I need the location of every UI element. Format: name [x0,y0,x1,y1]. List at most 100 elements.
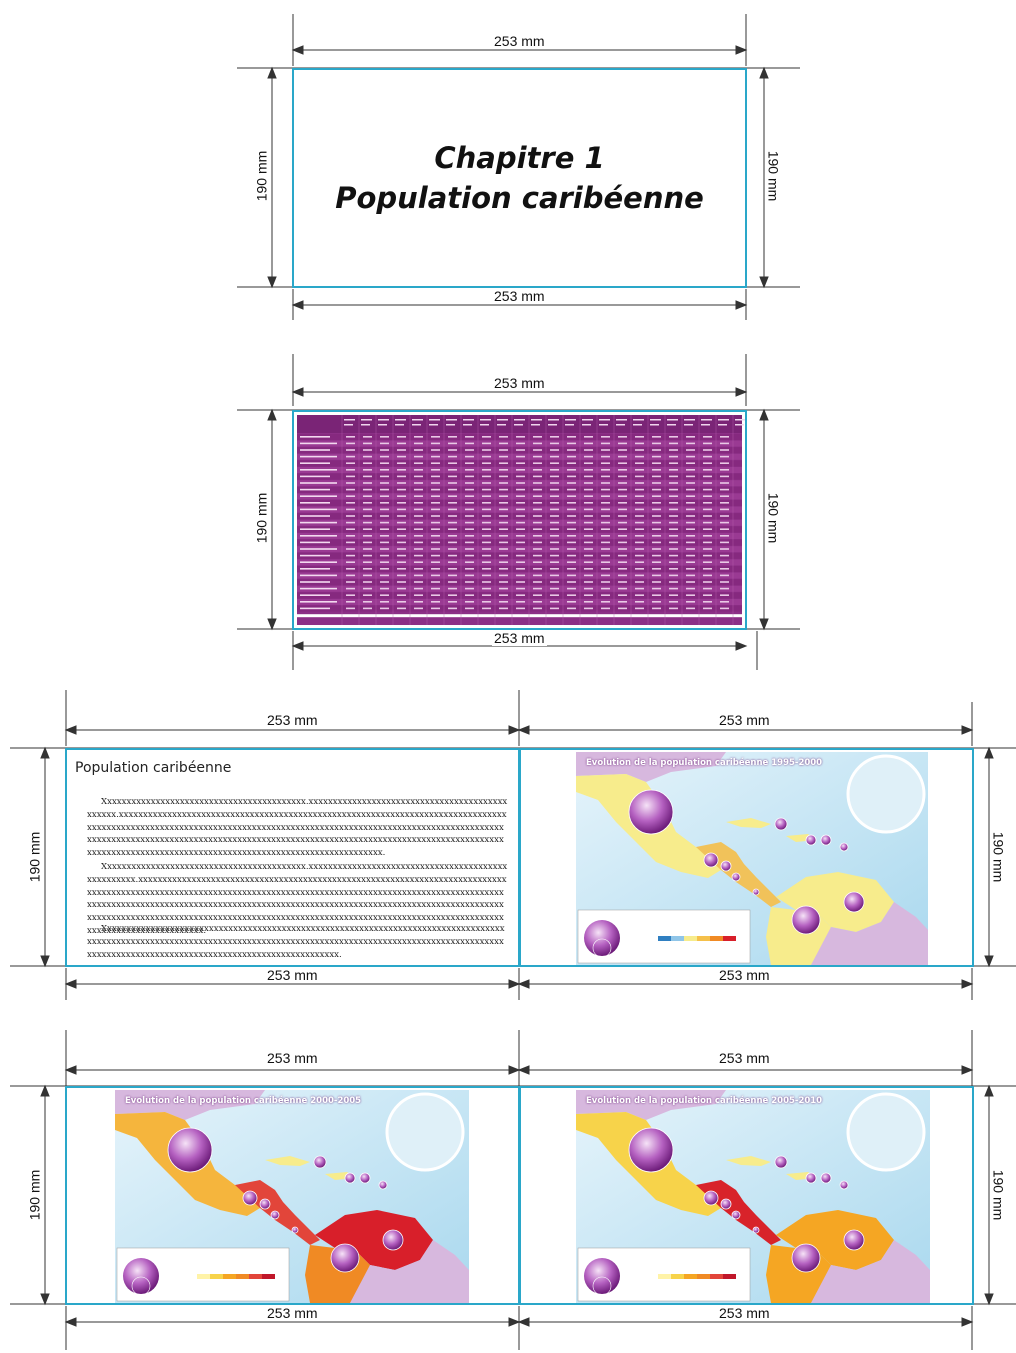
table-cell [567,574,576,577]
table-cell [499,587,508,590]
table-cell [465,515,474,517]
table-cell [346,607,355,610]
table-cell [703,535,712,537]
table-cell [601,574,610,577]
table-header-cell [599,419,610,421]
table-cell [686,455,695,458]
table-cell [601,502,610,504]
table-cell [465,475,474,478]
table-cell [550,594,559,596]
table-cell [567,554,576,557]
table-cell [465,561,474,563]
table-cell [516,581,525,583]
table-cell [550,475,559,478]
table-cell [635,521,644,524]
text-page: Population caribéenne Xxxxxxxxxxxxxxxxxx… [65,748,520,967]
table-header-cell [616,419,627,421]
table-cell [550,568,559,570]
table-cell [363,568,372,570]
table-cell [482,607,491,610]
table-cell [703,587,712,590]
table-cell [635,462,644,464]
table-cell [431,469,440,471]
table-cell [533,488,542,491]
table-header-cell [378,424,387,426]
table-cell [550,455,559,458]
table-cell [584,455,593,458]
table-cell [397,449,406,451]
table-cell [533,587,542,590]
table-cell [431,515,440,517]
table-cell [499,574,508,577]
inset-map-circle [846,1092,926,1172]
table-cell [618,521,627,524]
table-cell [397,548,406,550]
table-cell [363,554,372,557]
table-cell [584,469,593,471]
table-cell [380,594,389,596]
table-cell [550,587,559,590]
table-cell [465,607,474,610]
table-cell [669,475,678,478]
table-cell [414,508,423,511]
table-cell [482,541,491,544]
table-cell [686,502,695,504]
table-cell [618,449,627,451]
table-header-cell [429,419,440,421]
table-cell [397,442,406,445]
population-bubble [720,860,732,872]
table-cell [414,502,423,504]
table-header-cell [480,424,489,426]
height-label-right: 190 mm [765,148,782,204]
table-header-cell [497,419,508,421]
table-cell [686,561,695,563]
table-cell [363,469,372,471]
table-cell [601,607,610,610]
table-header-cell [667,419,678,421]
population-bubble [843,1229,865,1251]
table-cell [380,482,389,484]
table-cell [703,502,712,504]
population-bubble [731,872,741,882]
brazil-land [811,902,928,965]
table-cell [431,587,440,590]
population-bubble [703,1190,719,1206]
table-cell [363,495,372,497]
table-cell [431,601,440,603]
population-bubble [791,905,821,935]
table-row-label [300,568,330,570]
table-cell [601,541,610,544]
table-cell [703,482,712,484]
table-cell [635,475,644,478]
table-cell [516,442,525,445]
table-cell [635,541,644,544]
table-cell [448,581,457,583]
table-cell [584,587,593,590]
table-cell [567,442,576,445]
table-cell [584,515,593,517]
table-cell [601,495,610,497]
map-1995-2000: Evolution de la population caribéenne 19… [576,752,928,965]
table-cell [465,495,474,497]
table-cell [482,535,491,537]
table-row-label [300,541,330,544]
table-cell [346,574,355,577]
table-cell [703,442,712,445]
table-cell [601,469,610,471]
table-cell [499,554,508,557]
table-cell [703,521,712,524]
table-cell [363,548,372,550]
table-cell [618,594,627,596]
legend-color-swatch [710,936,723,941]
table-cell [516,469,525,471]
table-cell [635,528,644,530]
table-cell [720,515,729,517]
legend-bubble-small [592,938,612,958]
table-header-cell [446,419,457,421]
table-header-cell [412,424,421,426]
table-cell [414,455,423,458]
table-cell [414,521,423,524]
table-cell [720,436,729,438]
table-cell [550,462,559,464]
table-cell [669,568,678,570]
